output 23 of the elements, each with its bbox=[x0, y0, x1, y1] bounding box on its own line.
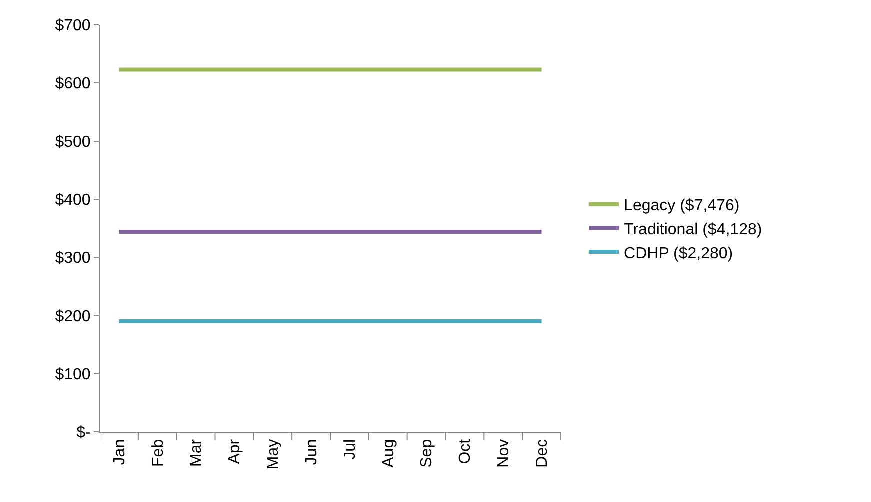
legend-label: CDHP ($2,280) bbox=[624, 245, 734, 262]
x-tick-label: Nov bbox=[496, 439, 513, 468]
x-tick-label: Feb bbox=[150, 439, 167, 467]
x-tick-label: Dec bbox=[534, 439, 551, 468]
x-tick-label: Mar bbox=[188, 438, 206, 467]
x-tick-label: Oct bbox=[457, 438, 474, 464]
x-tick-label: Sep bbox=[418, 439, 436, 468]
x-tick-label: Jun bbox=[303, 439, 320, 466]
y-tick-label: $500 bbox=[55, 134, 91, 151]
x-tick-label: Apr bbox=[226, 438, 244, 464]
x-tick-label: Jul bbox=[342, 439, 359, 460]
y-tick-label: $- bbox=[76, 424, 91, 442]
x-tick-label: Jan bbox=[111, 439, 128, 466]
y-tick-label: $700 bbox=[55, 18, 91, 35]
y-tick-label: $200 bbox=[55, 308, 91, 326]
legend-label: Legacy ($7,476) bbox=[624, 198, 740, 215]
y-tick-label: $300 bbox=[55, 250, 91, 268]
y-tick-label: $100 bbox=[55, 366, 91, 384]
y-tick-label: $400 bbox=[55, 192, 91, 210]
y-tick-label: $600 bbox=[55, 76, 91, 93]
legend-label: Traditional ($4,128) bbox=[624, 221, 762, 238]
x-tick-label: May bbox=[265, 439, 282, 470]
x-tick-label: Aug bbox=[380, 439, 398, 468]
